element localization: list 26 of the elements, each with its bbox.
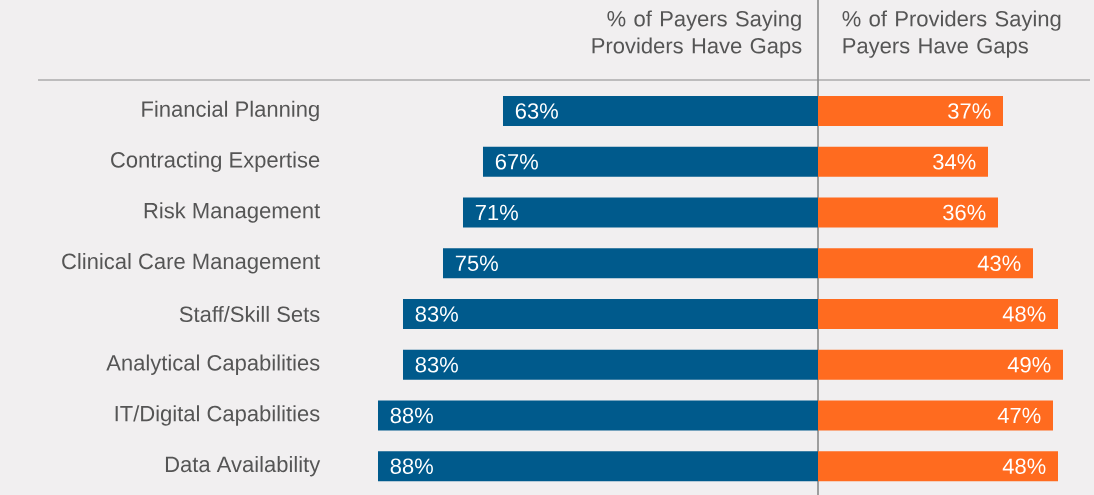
- data-label: 88%: [390, 458, 433, 475]
- data-label: 63%: [515, 103, 558, 119]
- y-tick-label: Clinical Care Management: [62, 252, 321, 274]
- y-tick-label: Analytical Capabilities: [106, 354, 320, 375]
- data-label: 47%: [997, 407, 1041, 424]
- data-label: 71%: [475, 204, 518, 221]
- data-label: 75%: [455, 255, 498, 271]
- chart-title: % of Providers Saying Payers Have Gaps: [842, 10, 1061, 58]
- data-label: 48%: [1002, 458, 1046, 475]
- data-label: 88%: [390, 407, 433, 424]
- data-label: 83%: [415, 356, 458, 373]
- data-label: 43%: [977, 255, 1021, 272]
- y-tick-label: IT/Digital Capabilities: [115, 405, 320, 426]
- data-label: 48%: [1002, 306, 1046, 322]
- data-label: 67%: [495, 153, 538, 170]
- data-label: 83%: [415, 306, 458, 322]
- data-label: 49%: [1007, 356, 1051, 373]
- data-label: 34%: [933, 153, 976, 170]
- y-tick-label: Data Availability: [165, 455, 321, 477]
- y-tick-label: Contracting Expertise: [111, 151, 320, 172]
- y-tick-label: Staff/Skill Sets: [179, 305, 320, 323]
- y-tick-label: Financial Planning: [142, 100, 319, 122]
- y-tick-label: Risk Management: [144, 202, 321, 223]
- chart-title: % of Payers Saying Providers Have Gaps: [592, 10, 802, 58]
- data-label: 36%: [943, 204, 986, 221]
- data-label: 37%: [948, 103, 991, 119]
